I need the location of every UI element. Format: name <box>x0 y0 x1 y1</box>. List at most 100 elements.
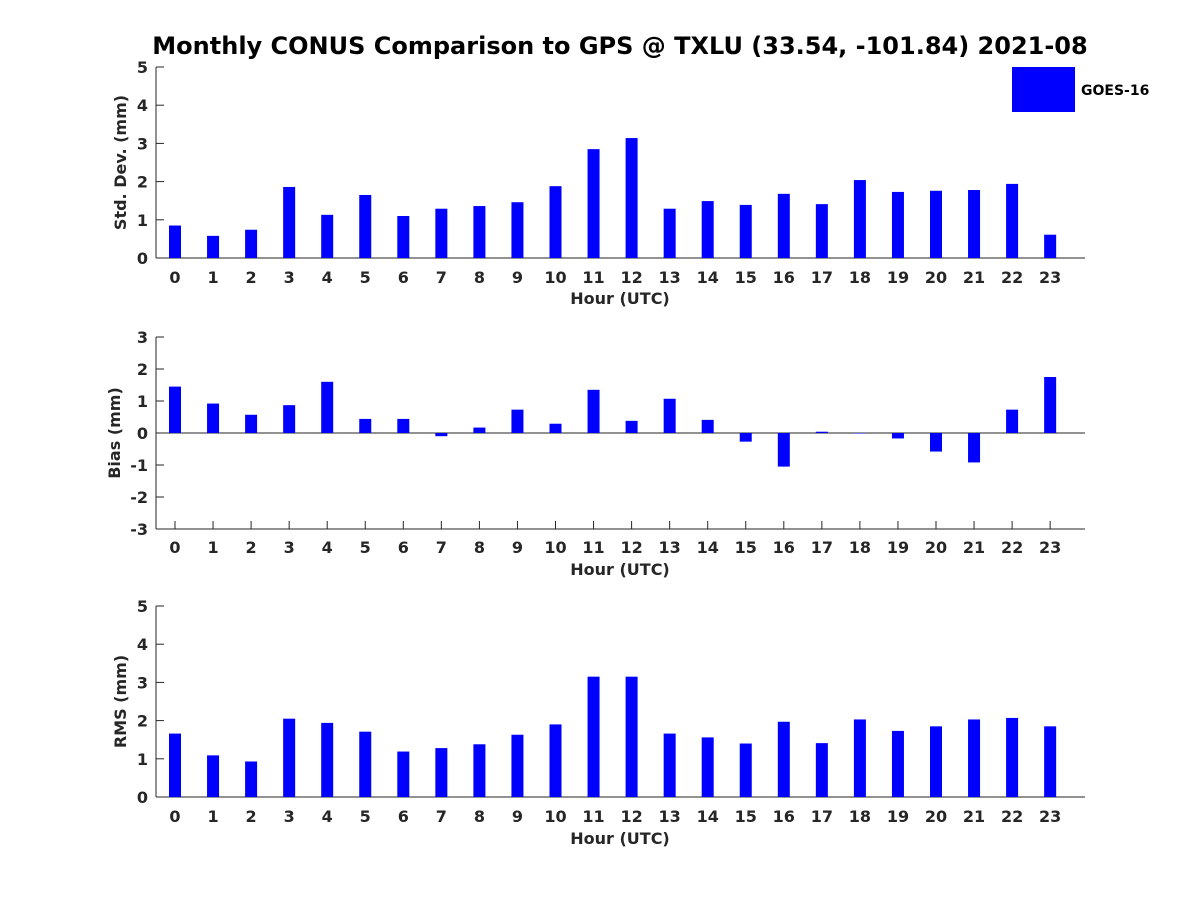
std-dev-bar-hour-10 <box>549 186 562 258</box>
bias-y-tick-label: 3 <box>137 328 148 347</box>
bias-y-tick-label: 2 <box>137 360 148 379</box>
bias-x-tick-label: 13 <box>659 538 681 557</box>
std-dev-bar-hour-8 <box>473 206 486 258</box>
std-dev-y-tick-label: 5 <box>137 58 148 77</box>
std-dev-bar-hour-16 <box>777 193 790 258</box>
bias-bar-hour-9 <box>511 409 524 433</box>
rms-y-tick-label: 4 <box>137 635 148 654</box>
std-dev-bar-hour-3 <box>283 186 296 258</box>
bias-x-tick-label: 21 <box>963 538 985 557</box>
std-dev-x-tick-label: 10 <box>544 268 566 287</box>
bias-y-tick-label: 1 <box>137 392 148 411</box>
bias-y-tick-label: -1 <box>130 456 148 475</box>
rms-x-tick-label: 6 <box>398 807 409 826</box>
std-dev-y-tick-label: 3 <box>137 134 148 153</box>
std-dev-x-tick-label: 22 <box>1001 268 1023 287</box>
bias-bar-hour-4 <box>321 381 334 433</box>
std-dev-bar-hour-19 <box>891 191 904 258</box>
rms-x-tick-label: 22 <box>1001 807 1023 826</box>
bias-x-tick-label: 14 <box>697 538 719 557</box>
rms-bar-hour-9 <box>511 734 524 797</box>
bias-bar-hour-0 <box>169 386 181 433</box>
rms-bar-hour-22 <box>1006 717 1019 797</box>
bias-x-tick-label: 4 <box>322 538 333 557</box>
std-dev-bar-hour-21 <box>968 190 981 258</box>
rms-x-tick-label: 23 <box>1039 807 1061 826</box>
std-dev-x-tick-label: 2 <box>246 268 257 287</box>
rms-x-tick-label: 2 <box>246 807 257 826</box>
legend-swatch <box>1012 67 1075 112</box>
std-dev-bar-hour-14 <box>701 201 714 258</box>
std-dev-x-tick-label: 6 <box>398 268 409 287</box>
rms-bar-hour-5 <box>359 731 372 797</box>
std-dev-x-tick-label: 8 <box>474 268 485 287</box>
std-dev-bar-hour-4 <box>321 214 334 258</box>
rms-bar-hour-10 <box>549 724 562 797</box>
rms-bar-hour-11 <box>587 676 600 797</box>
std-dev-y-tick-label: 1 <box>137 211 148 230</box>
std-dev-bar-hour-11 <box>587 149 600 258</box>
rms-bar-hour-6 <box>397 751 410 797</box>
bias-x-tick-label: 22 <box>1001 538 1023 557</box>
bias-bar-hour-19 <box>891 433 904 439</box>
bias-bar-hour-8 <box>473 427 486 433</box>
bias-bar-hour-3 <box>283 405 296 433</box>
rms-bar-hour-19 <box>891 730 904 797</box>
bias-bar-hour-21 <box>968 433 981 463</box>
rms-x-tick-label: 21 <box>963 807 985 826</box>
std-dev-y-tick-label: 0 <box>137 249 148 268</box>
bias-x-label: Hour (UTC) <box>570 560 670 579</box>
std-dev-x-tick-label: 15 <box>735 268 757 287</box>
rms-x-tick-label: 14 <box>697 807 719 826</box>
bias-bar-hour-6 <box>397 418 410 433</box>
std-dev-x-tick-label: 12 <box>620 268 642 287</box>
bias-x-tick-label: 10 <box>544 538 566 557</box>
std-dev-y-label: Std. Dev. (mm) <box>111 95 130 230</box>
rms-x-tick-label: 12 <box>620 807 642 826</box>
bias-bar-hour-17 <box>815 431 828 433</box>
rms-x-tick-label: 0 <box>169 807 180 826</box>
std-dev-x-tick-label: 16 <box>773 268 795 287</box>
rms-y-tick-label: 1 <box>137 750 148 769</box>
std-dev-x-tick-label: 19 <box>887 268 909 287</box>
bias-bar-hour-18 <box>853 433 866 434</box>
std-dev-bar-hour-5 <box>359 194 372 258</box>
std-dev-bar-hour-20 <box>930 190 942 258</box>
bias-x-tick-label: 3 <box>284 538 295 557</box>
std-dev-x-tick-label: 11 <box>582 268 604 287</box>
bias-x-tick-label: 0 <box>169 538 180 557</box>
rms-x-tick-label: 13 <box>659 807 681 826</box>
rms-bar-hour-14 <box>701 737 714 797</box>
std-dev-x-tick-label: 3 <box>284 268 295 287</box>
bias-x-tick-label: 19 <box>887 538 909 557</box>
rms-bar-hour-13 <box>663 733 676 797</box>
bias-bar-hour-23 <box>1044 377 1057 433</box>
rms-bar-hour-17 <box>815 743 828 797</box>
std-dev-bar-hour-12 <box>625 138 638 258</box>
std-dev-x-tick-label: 18 <box>849 268 871 287</box>
std-dev-bar-hour-18 <box>853 180 866 258</box>
std-dev-bar-hour-9 <box>511 202 524 258</box>
bias-x-tick-label: 18 <box>849 538 871 557</box>
rms-bar-hour-8 <box>473 744 486 797</box>
bias-bar-hour-2 <box>245 414 258 433</box>
bias-x-tick-label: 17 <box>811 538 833 557</box>
rms-x-tick-label: 15 <box>735 807 757 826</box>
legend: GOES-16 <box>1012 67 1149 112</box>
bias-bar-hour-20 <box>930 433 942 452</box>
legend-label: GOES-16 <box>1081 83 1149 99</box>
bias-y-tick-label: -2 <box>130 488 148 507</box>
rms-x-tick-label: 19 <box>887 807 909 826</box>
bias-x-tick-label: 11 <box>582 538 604 557</box>
bias-x-tick-label: 2 <box>246 538 257 557</box>
std-dev-x-tick-label: 17 <box>811 268 833 287</box>
rms-y-tick-label: 2 <box>137 712 148 731</box>
bias-y-tick-label: 0 <box>137 424 148 443</box>
rms-bar-hour-1 <box>207 755 220 797</box>
rms-bar-hour-20 <box>930 726 942 797</box>
rms-bar-hour-16 <box>777 721 790 797</box>
std-dev-y-tick-label: 2 <box>137 173 148 192</box>
rms-y-label: RMS (mm) <box>111 655 130 748</box>
